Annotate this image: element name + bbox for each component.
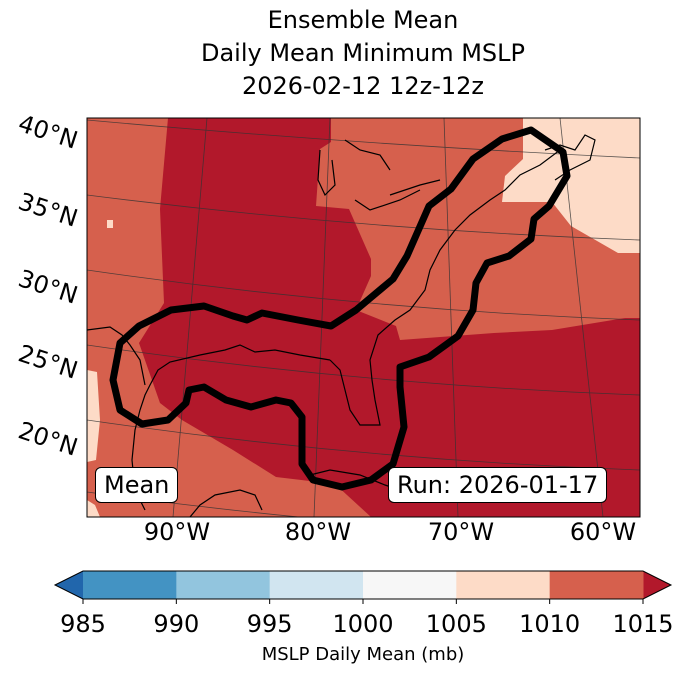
fill-speck: [107, 220, 113, 228]
east-coast-outline: [329, 149, 561, 426]
latitude-labels: 40°N 35°N 30°N 25°N 20°N: [15, 109, 81, 461]
latitude-line-35n: [87, 194, 640, 241]
fill-1005-1010-southwest: [87, 500, 100, 517]
lat-label-40n: 40°N: [15, 109, 81, 154]
colorbar-under-arrow: [55, 571, 83, 599]
colorbar-tick-label: 1005: [426, 610, 487, 638]
lat-label-35n: 35°N: [15, 187, 81, 232]
colorbar-tick-label: 1010: [519, 610, 580, 638]
colorbar: [53, 570, 673, 600]
latitude-line-20n: [87, 419, 640, 471]
great-lakes-outline: [317, 139, 441, 211]
colorbar-bin-1000-1005: [363, 571, 457, 599]
mean-label-box: Mean: [95, 467, 179, 503]
colorbar-bin-1005-1010: [456, 571, 551, 599]
map-frame: [86, 117, 641, 518]
colorbar-over-arrow: [643, 571, 671, 599]
longitude-line-60w: [559, 118, 604, 517]
colorbar-ticks: 985 990 995 1000 1005 1010 1015: [60, 599, 674, 638]
colorbar-tick-label: 1000: [332, 610, 393, 638]
colorbar-bin-985-990: [83, 571, 177, 599]
colorbar-bin-995-1000: [269, 571, 364, 599]
lat-label-20n: 20°N: [15, 416, 81, 461]
title-line-3: 2026-02-12 12z-12z: [241, 72, 485, 100]
lon-label-60w: 60°W: [570, 518, 636, 546]
title-line-2: Daily Mean Minimum MSLP: [200, 39, 525, 67]
longitude-line-70w: [443, 118, 459, 517]
colorbar-label: MSLP Daily Mean (mb): [262, 644, 465, 665]
fill-1005-1010-northeast: [502, 118, 640, 253]
longitude-line-80w: [313, 118, 331, 517]
lon-label-70w: 70°W: [428, 518, 494, 546]
lat-label-30n: 30°N: [15, 264, 81, 309]
chart-title: Ensemble Mean Daily Mean Minimum MSLP 20…: [0, 4, 688, 103]
colorbar-tick-label: 995: [247, 610, 293, 638]
colorbar-tick-label: 985: [60, 610, 106, 638]
colorbar-tick-label: 990: [153, 610, 199, 638]
maritimes-outline: [544, 134, 596, 181]
run-date-box: Run: 2026-01-17: [388, 467, 608, 503]
latitude-line-25n: [87, 344, 640, 396]
colorbar-bin-990-995: [176, 571, 271, 599]
colorbar-tick-label: 1015: [612, 610, 673, 638]
lon-label-80w: 80°W: [285, 518, 351, 546]
yucatan-outline: [189, 489, 263, 517]
longitude-line-90w: [172, 118, 208, 517]
lat-label-25n: 25°N: [15, 339, 81, 384]
lon-label-90w: 90°W: [144, 518, 210, 546]
colorbar-bin-1010-1015: [549, 571, 644, 599]
title-line-1: Ensemble Mean: [267, 6, 459, 34]
coastlines: [87, 134, 596, 517]
contour-outline: [109, 126, 571, 491]
gulf-coast-outline: [131, 344, 331, 511]
longitude-labels: 90°W 80°W 70°W 60°W: [144, 518, 636, 546]
fill-above-1015: [139, 118, 640, 517]
fill-1005-1010-west: [87, 370, 100, 462]
